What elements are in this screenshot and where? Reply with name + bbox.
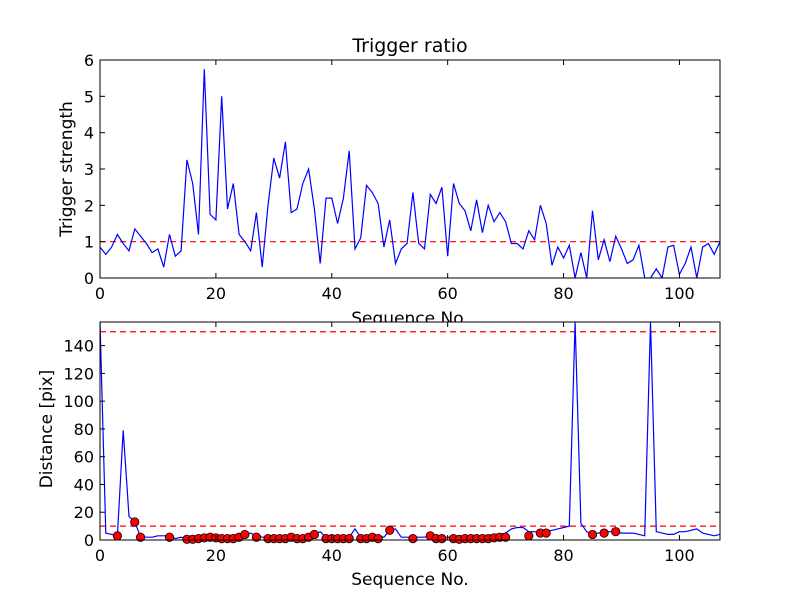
bottom-x-tick-label: 60 — [437, 546, 457, 565]
top-x-tick-label: 0 — [95, 284, 105, 303]
bottom-y-tick-label: 0 — [84, 531, 94, 550]
bottom-plot-background — [100, 322, 720, 540]
bottom-marker-point — [437, 534, 447, 544]
bottom-y-tick-label: 40 — [74, 475, 94, 494]
bottom-marker-point — [385, 525, 395, 535]
top-x-tick-label: 100 — [664, 284, 695, 303]
bottom-marker-point — [112, 531, 122, 541]
top-y-tick-label: 4 — [84, 124, 94, 143]
top-y-tick-label: 5 — [84, 87, 94, 106]
bottom-marker-point — [541, 528, 551, 538]
bottom-y-tick-label: 20 — [74, 503, 94, 522]
bottom-marker-point — [309, 529, 319, 540]
bottom-marker-point — [587, 529, 598, 540]
bottom-y-tick-label: 80 — [74, 420, 94, 439]
top-plot-frame — [99, 59, 721, 279]
top-series — [100, 69, 720, 278]
top-y-axis-label: Trigger strength — [57, 101, 77, 238]
top-y-tick-label: 2 — [84, 196, 94, 215]
bottom-marker-point — [599, 528, 609, 538]
bottom-y-tick-label: 100 — [63, 392, 94, 411]
top-y-tick-label: 6 — [84, 51, 94, 70]
bottom-x-tick-label: 100 — [664, 546, 695, 565]
bottom-marker-point — [130, 517, 140, 527]
top-x-tick-label: 80 — [553, 284, 573, 303]
bottom-x-tick-label: 80 — [553, 546, 573, 565]
bottom-markers — [112, 517, 621, 544]
bottom-ticks: 0 20 40 60 80 100 0 20 40 60 80 100 120 140 — [63, 322, 720, 565]
top-x-tick-label: 20 — [206, 284, 226, 303]
bottom-marker-point — [251, 532, 262, 542]
bottom-marker-point — [501, 532, 511, 542]
top-subplot: Trigger ratio Trigger strength Sequence … — [57, 35, 721, 329]
bottom-marker-point — [408, 534, 418, 544]
bottom-x-axis-label: Sequence No. — [351, 570, 468, 590]
top-x-tick-label: 60 — [437, 284, 457, 303]
bottom-marker-point — [373, 534, 383, 544]
bottom-y-tick-label: 140 — [63, 337, 94, 356]
bottom-subplot: Distance [pix] Sequence No. 0 20 40 60 80 100… — [37, 321, 721, 590]
bottom-x-tick-label: 0 — [95, 546, 105, 565]
top-x-tick-label: 40 — [322, 284, 342, 303]
top-y-tick-label: 1 — [84, 233, 94, 252]
bottom-marker-point — [240, 529, 250, 540]
bottom-y-axis-label: Distance [pix] — [37, 370, 57, 489]
bottom-x-tick-label: 20 — [206, 546, 226, 565]
bottom-marker-point — [611, 527, 621, 537]
bottom-y-tick-label: 120 — [63, 364, 94, 383]
bottom-hlines — [100, 331, 720, 527]
top-y-tick-label: 0 — [84, 269, 94, 288]
top-chart-title: Trigger ratio — [351, 35, 467, 57]
bottom-marker-point — [135, 532, 146, 542]
bottom-x-tick-label: 40 — [322, 546, 342, 565]
top-series-line — [100, 69, 720, 278]
bottom-marker-point — [164, 532, 175, 542]
top-y-tick-label: 3 — [84, 160, 94, 179]
bottom-y-tick-label: 60 — [74, 448, 94, 467]
bottom-plot-frame — [99, 321, 721, 541]
bottom-marker-point — [344, 534, 354, 544]
bottom-marker-point — [524, 531, 534, 541]
top-ticks: 0 20 40 60 80 100 0 1 2 3 4 5 6 — [84, 51, 720, 303]
